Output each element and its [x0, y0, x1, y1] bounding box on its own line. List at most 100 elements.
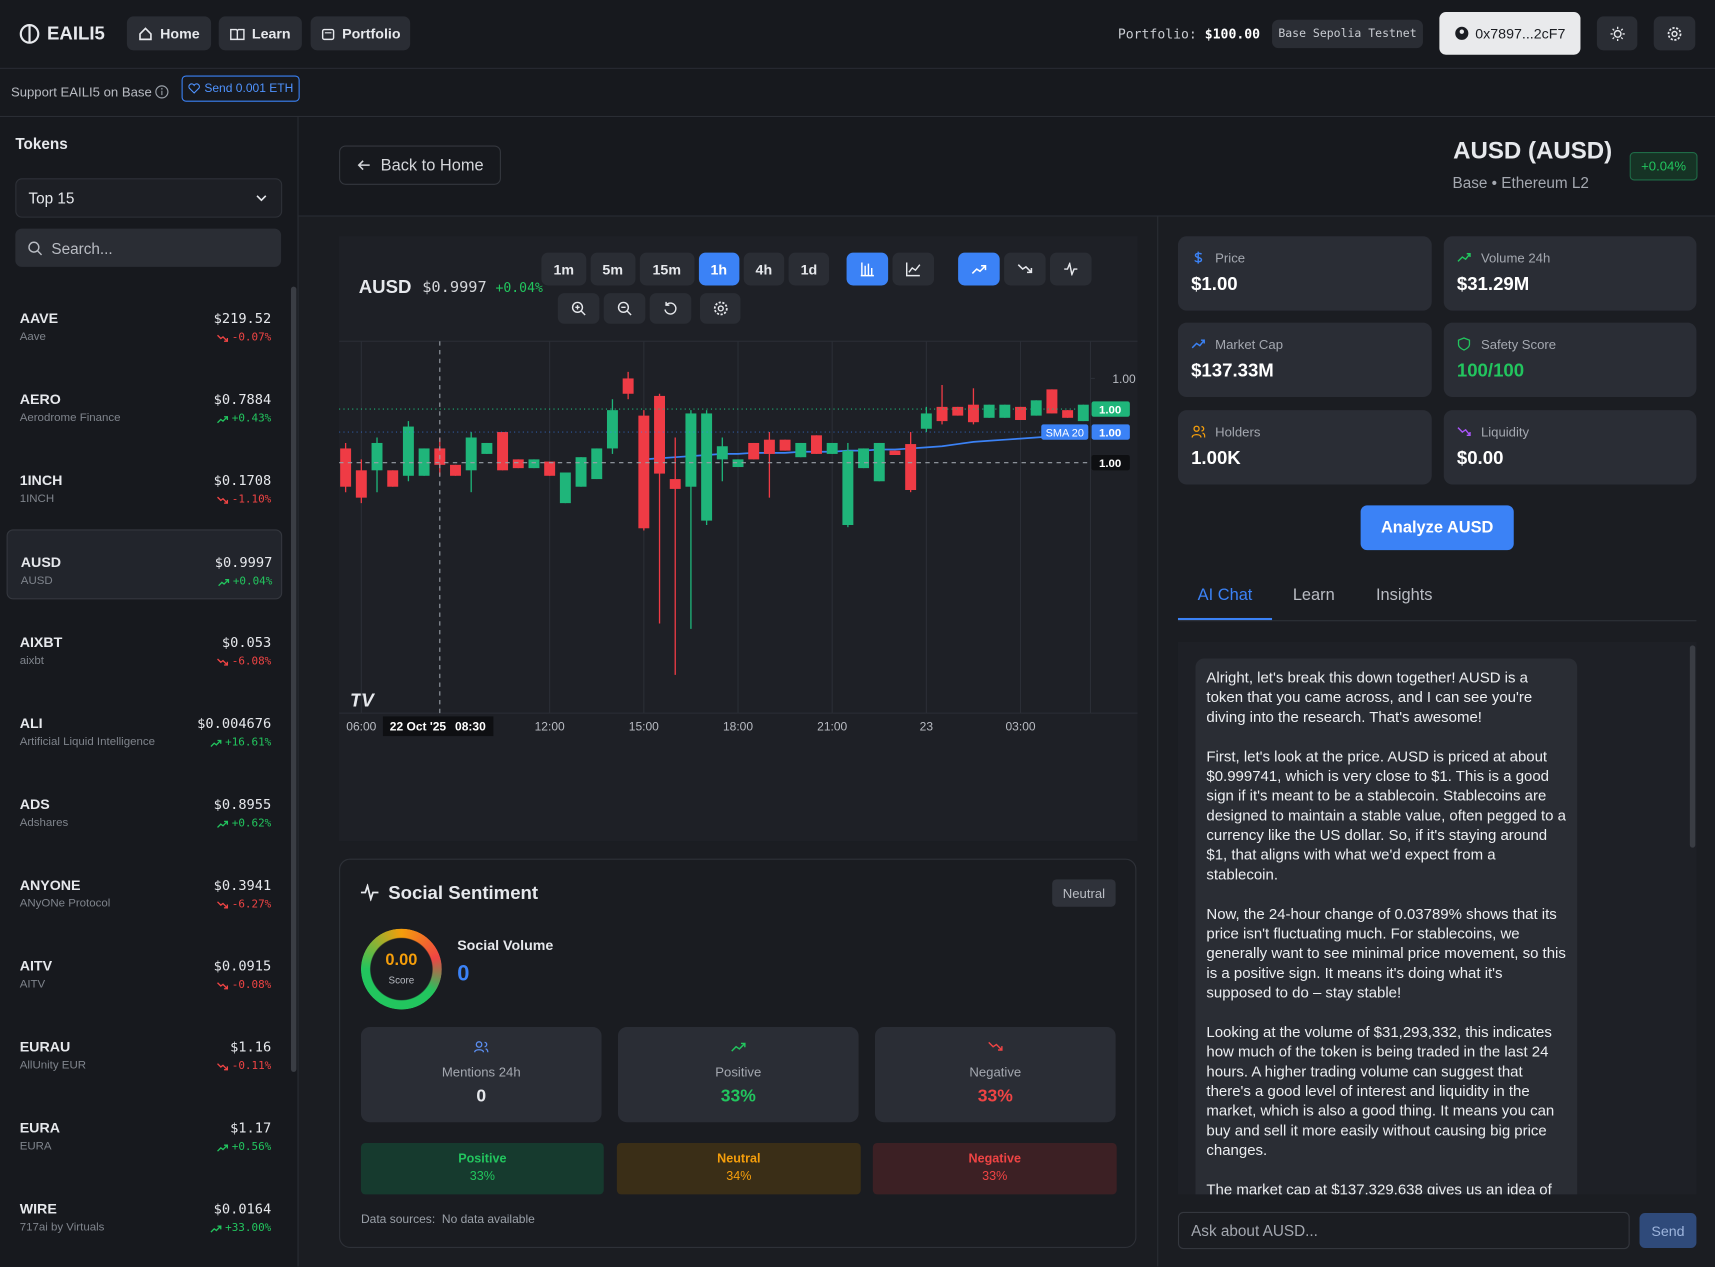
token-header: Back to Home AUSD (AUSD) Base • Ethereum…: [298, 117, 1715, 217]
score-ring: [360, 928, 442, 1010]
token-row[interactable]: WIRE 717ai by Virtuals $0.0164 +33.00%: [0, 1175, 289, 1256]
bar-value: 34%: [726, 1170, 752, 1184]
token-change-value: +0.43%: [231, 412, 272, 425]
stat-icon: [1457, 337, 1471, 351]
candle-body: [905, 444, 917, 490]
stat-card: Safety Score 100/100: [1443, 322, 1697, 398]
stat-label: Volume 24h: [1480, 250, 1551, 266]
token-row[interactable]: EURAU AllUnity EUR $1.16 -0.11%: [0, 1013, 289, 1094]
chat-tab[interactable]: AI Chat: [1197, 585, 1253, 605]
bar-label: Positive: [458, 1152, 507, 1166]
interval-button[interactable]: 5m: [590, 252, 636, 286]
token-row[interactable]: EURA EURA $1.17 +0.56%: [0, 1094, 289, 1175]
token-price: $0.0164: [213, 1200, 272, 1217]
price-chart: TV 06:00 12:00 15:00 18:00 21:00 23 03:00 1.00 1…: [339, 340, 1138, 737]
token-row[interactable]: ALI Artificial Liquid Intelligence $0.0046…: [0, 689, 289, 770]
token-symbol: ANYONE: [19, 876, 81, 894]
card-icon: [474, 1041, 489, 1053]
bar-value: 33%: [469, 1170, 495, 1184]
chat-placeholder: Ask about AUSD...: [1191, 1221, 1318, 1240]
candle-body: [685, 413, 697, 487]
sentiment-bar: Positive 33%: [360, 1142, 604, 1195]
interval-button[interactable]: 1m: [541, 252, 587, 286]
nav-label: Home: [160, 25, 200, 42]
interval-button[interactable]: 1d: [788, 252, 830, 286]
theme-toggle[interactable]: [1596, 16, 1638, 51]
chat-tab[interactable]: Insights: [1375, 585, 1433, 605]
chat-area: Alright, let's break this down together!…: [1177, 642, 1697, 1195]
send-eth-button[interactable]: Send 0.001 ETH: [181, 75, 300, 102]
info-icon[interactable]: [154, 84, 169, 99]
crosshair-date: 22 Oct '25: [390, 720, 447, 734]
activity-button[interactable]: [1050, 252, 1092, 286]
bar-label: Negative: [968, 1152, 1021, 1166]
chat-tab[interactable]: Learn: [1292, 585, 1335, 605]
settings-button[interactable]: [1653, 16, 1696, 51]
token-row[interactable]: AITV AITV $0.0915 -0.08%: [0, 932, 289, 1013]
interval-button[interactable]: 4h: [743, 252, 785, 286]
nav-label: Learn: [251, 25, 291, 42]
token-change-value: -1.10%: [231, 493, 272, 506]
candle-body: [638, 415, 650, 529]
candle-body: [1046, 389, 1058, 414]
sma-name-tag: [1041, 424, 1089, 440]
trend-down-button[interactable]: [1004, 252, 1046, 286]
chat-scrollbar: [1689, 645, 1696, 848]
token-change-value: +0.62%: [231, 817, 272, 830]
token-price: $0.8955: [213, 795, 272, 813]
candle-body: [1077, 404, 1089, 422]
sidebar-title: Tokens: [15, 134, 68, 153]
brand[interactable]: EAILI5: [47, 22, 105, 44]
stat-value: 1.00K: [1191, 447, 1241, 469]
zoom-out[interactable]: [603, 293, 646, 324]
token-change: +0.62%: [216, 818, 271, 830]
back-button[interactable]: Back to Home: [339, 145, 501, 185]
volume-value: 0: [457, 961, 470, 987]
token-name: AITV: [19, 977, 46, 991]
token-row[interactable]: AERO Aerodrome Finance $0.7884 +0.43%: [0, 365, 289, 446]
sources-value: No data available: [441, 1212, 535, 1227]
trend-up-button[interactable]: [958, 252, 1000, 286]
reset-view[interactable]: [649, 293, 692, 324]
wallet-button[interactable]: 0x7897...2cF7: [1439, 12, 1581, 55]
token-row[interactable]: 1INCH 1INCH $0.1708 -1.10%: [0, 446, 289, 527]
candle-body: [622, 378, 634, 394]
analyze-button[interactable]: Analyze AUSD: [1360, 505, 1514, 551]
token-symbol: ALI: [19, 714, 43, 732]
token-row[interactable]: ANYONE ANyONe Protocol $0.3941 -6.27%: [0, 851, 289, 932]
nav-home[interactable]: Home: [126, 16, 212, 51]
token-name: Artificial Liquid Intelligence: [19, 735, 156, 749]
chart-settings[interactable]: [700, 293, 741, 324]
network-badge: Base Sepolia Testnet: [1272, 19, 1423, 49]
candle-body: [1062, 410, 1074, 418]
stat-card: Market Cap $137.33M: [1177, 322, 1432, 398]
candle-body: [826, 442, 838, 454]
nav-learn[interactable]: Learn: [218, 16, 302, 51]
candles-button[interactable]: [846, 252, 889, 286]
stat-card: Price $1.00: [1177, 236, 1432, 311]
candle-body: [763, 439, 775, 454]
token-search[interactable]: Search...: [15, 228, 282, 267]
interval-button[interactable]: 1h: [698, 252, 740, 286]
brand-icon: [19, 24, 40, 44]
candle-body: [606, 410, 618, 449]
token-row[interactable]: AIXBT aixbt $0.053 -6.08%: [0, 608, 289, 689]
line-button[interactable]: [892, 252, 935, 286]
zoom-in[interactable]: [557, 293, 600, 324]
candle-body: [811, 435, 822, 454]
token-row[interactable]: ADS Adshares $0.8955 +0.62%: [0, 770, 289, 851]
send-button[interactable]: Send: [1639, 1212, 1697, 1248]
nav-portfolio[interactable]: Portfolio: [310, 16, 411, 51]
token-change: -6.08%: [216, 656, 271, 668]
chart-symbol: AUSD: [358, 276, 412, 298]
candle-body: [481, 442, 493, 454]
token-symbol: AUSD: [20, 553, 62, 571]
token-title: AUSD (AUSD): [1453, 136, 1613, 165]
token-row[interactable]: AAVE Aave $219.52 -0.07%: [0, 284, 289, 365]
token-row[interactable]: AUSD AUSD $0.9997 +0.04%: [6, 529, 283, 600]
chat-input[interactable]: Ask about AUSD...: [1177, 1211, 1630, 1250]
interval-button[interactable]: 15m: [639, 252, 695, 286]
token-filter[interactable]: Top 15: [15, 178, 283, 218]
chat-paragraph: Looking at the volume of $31,293,332, th…: [1206, 1023, 1555, 1159]
sentiment-badge: Neutral: [1052, 879, 1116, 907]
